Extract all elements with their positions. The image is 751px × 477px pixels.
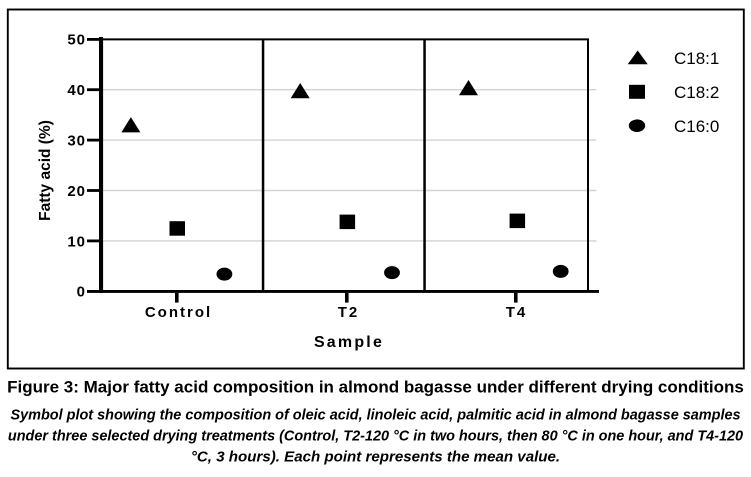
svg-text:under three selected drying tr: under three selected drying treatments (… (8, 429, 743, 445)
svg-text:30: 30 (67, 133, 86, 150)
svg-text:T2: T2 (338, 304, 360, 321)
svg-text:C18:2: C18:2 (674, 83, 719, 102)
svg-text:40: 40 (67, 82, 86, 99)
svg-text:50: 50 (67, 32, 86, 49)
svg-text:Figure 3: Major fatty acid com: Figure 3: Major fatty acid composition i… (7, 378, 744, 397)
svg-text:T4: T4 (506, 304, 528, 321)
svg-text:C18:1: C18:1 (674, 49, 719, 68)
svg-text:Sample: Sample (314, 334, 384, 351)
svg-text:Symbol plot showing the compos: Symbol plot showing the composition of o… (10, 408, 740, 424)
svg-text:Control: Control (145, 304, 212, 321)
svg-text:0: 0 (77, 284, 86, 301)
svg-text:C16:0: C16:0 (674, 117, 719, 136)
svg-text:Fatty acid (%): Fatty acid (%) (37, 120, 54, 221)
svg-text:10: 10 (67, 233, 86, 250)
svg-text:20: 20 (67, 183, 86, 200)
svg-text:°C, 3 hours). Each point repre: °C, 3 hours). Each point represents the … (191, 449, 560, 466)
